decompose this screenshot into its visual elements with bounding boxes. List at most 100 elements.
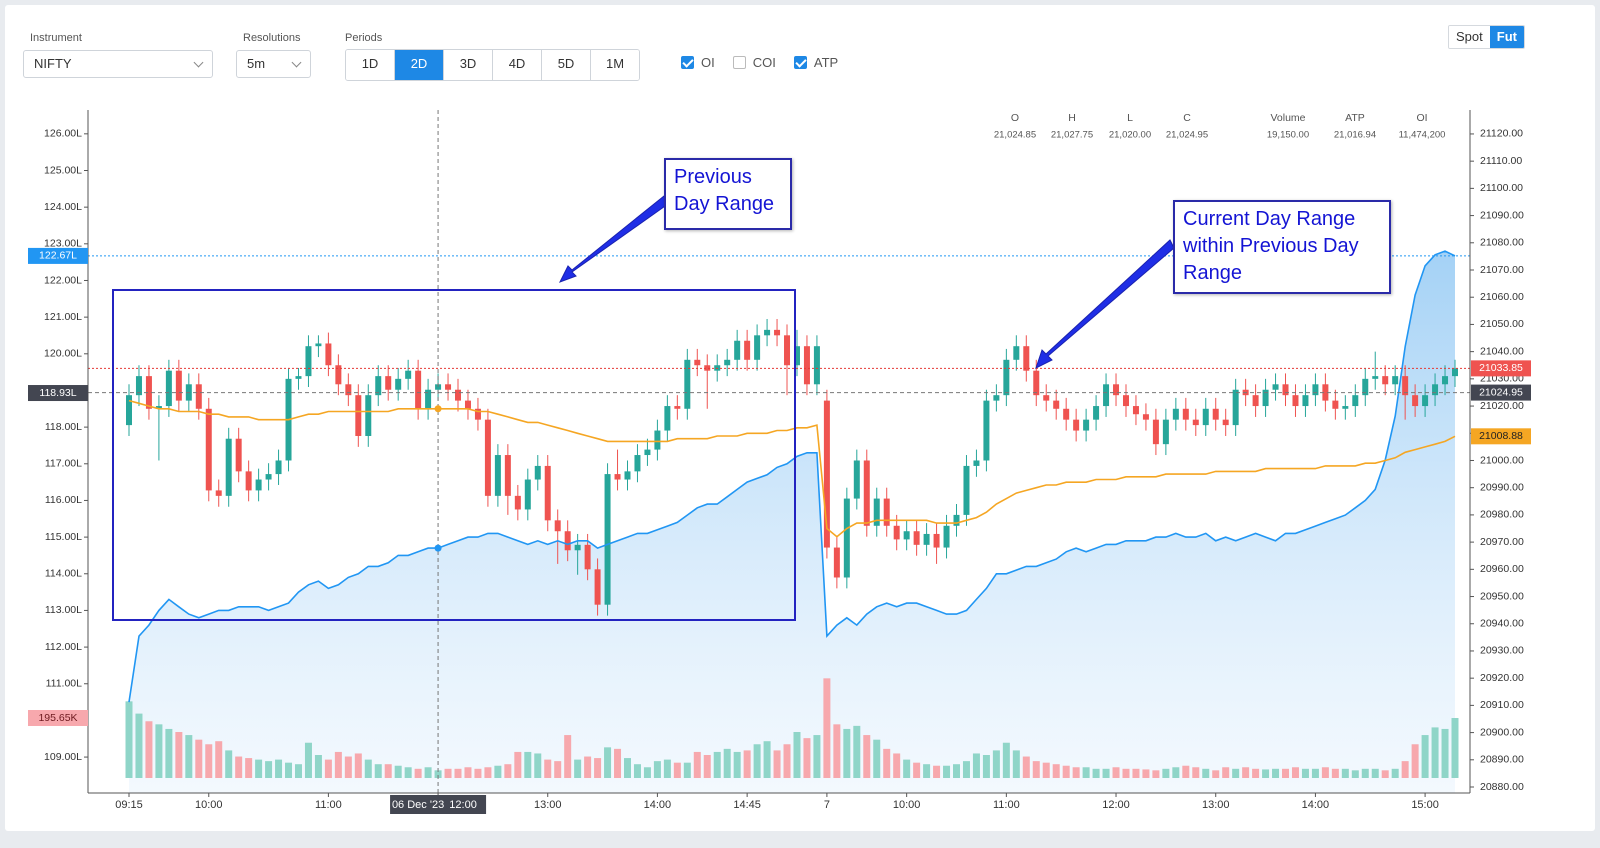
readout-value: 21,024.85 <box>994 130 1036 141</box>
period-button[interactable]: 2D <box>395 50 444 80</box>
right-tick-label: 20990.00 <box>1480 481 1524 493</box>
volume-bar <box>1012 750 1020 778</box>
volume-bar <box>344 756 352 778</box>
period-button[interactable]: 1D <box>346 50 395 80</box>
volume-bar <box>1431 727 1439 778</box>
period-button[interactable]: 1M <box>591 50 639 80</box>
readout-value: 21,027.75 <box>1051 130 1093 141</box>
checkbox[interactable] <box>793 56 807 69</box>
candle-body <box>225 438 232 496</box>
candle-body <box>1122 395 1129 407</box>
candle-body <box>195 384 202 409</box>
candle-body <box>395 378 402 390</box>
checkbox[interactable] <box>681 56 694 69</box>
candle-body <box>793 346 800 366</box>
volume-bar <box>743 750 751 778</box>
volume-bar <box>1202 768 1210 778</box>
volume-bar <box>1162 768 1170 778</box>
candle-body <box>943 525 950 548</box>
readout-header: ATP <box>1345 112 1365 124</box>
candle-body <box>215 490 222 496</box>
checkbox-label: COI <box>752 55 776 70</box>
readout-header: H <box>1068 112 1076 124</box>
atp-line <box>128 399 1456 538</box>
resolution-select[interactable]: 5m <box>236 50 311 78</box>
candle-body <box>494 455 501 496</box>
price-tag-bg <box>1471 360 1531 377</box>
volume-bar <box>1212 770 1220 778</box>
volume-bar <box>1421 735 1429 778</box>
volume-bar <box>1371 768 1379 778</box>
candle-body <box>993 395 1000 401</box>
candle-body <box>1282 384 1289 396</box>
instrument-select[interactable]: NIFTY <box>23 50 213 78</box>
volume-bar <box>962 761 970 778</box>
candle-body <box>255 479 262 491</box>
period-button[interactable]: 5D <box>542 50 591 80</box>
volume-bar <box>1192 767 1200 778</box>
volume-bar <box>633 764 641 778</box>
volume-bar <box>185 735 193 778</box>
checkbox-item[interactable]: COI <box>732 55 776 70</box>
volume-bar <box>783 744 791 778</box>
right-tick-label: 21110.00 <box>1480 155 1522 167</box>
volume-bar <box>554 761 562 778</box>
volume-bar <box>1042 762 1050 778</box>
candle-body <box>564 531 571 551</box>
candle-body <box>245 471 252 491</box>
volume-bar <box>1062 765 1070 778</box>
checkbox[interactable] <box>732 56 746 69</box>
volume-bar <box>1252 768 1260 778</box>
candle-body <box>1232 389 1239 426</box>
checkbox-item[interactable]: ATP <box>793 55 839 70</box>
volume-bar <box>643 767 651 778</box>
checkbox-label: ATP <box>813 55 839 70</box>
candle-body <box>1252 395 1259 407</box>
volume-bar <box>135 713 143 778</box>
left-tick-label: 112.00L <box>45 641 82 653</box>
volume-bar <box>1311 768 1319 778</box>
candle-body <box>1093 406 1100 420</box>
candle-body <box>1432 384 1439 396</box>
candle-body <box>634 455 641 472</box>
candle-body <box>1033 370 1040 396</box>
volume-bar <box>1222 767 1230 778</box>
oi-line <box>128 250 1456 703</box>
market-button[interactable]: Fut <box>1489 26 1524 48</box>
left-tick-label: 125.00L <box>44 164 82 176</box>
candle-body <box>853 460 860 499</box>
candle-body <box>1312 384 1319 396</box>
market-button[interactable]: Spot <box>1449 26 1490 48</box>
candle-body <box>335 365 342 385</box>
right-tick-label: 20970.00 <box>1480 536 1524 548</box>
volume-bar <box>384 764 392 778</box>
candle-body <box>933 533 940 548</box>
crosshair-date: 06 Dec '23 <box>392 799 444 811</box>
volume-bar <box>374 764 382 778</box>
candle-body <box>1402 376 1409 396</box>
right-tick-label: 21020.00 <box>1480 400 1524 412</box>
candle-body <box>1162 419 1169 445</box>
candle-body <box>415 370 422 409</box>
volume-bar <box>623 758 631 778</box>
crosshair-price-tag: 21024.95 <box>1479 386 1523 398</box>
candle-body <box>1023 346 1030 371</box>
candle-body <box>175 370 182 401</box>
volume-bar <box>723 748 731 778</box>
volume-bar <box>255 759 263 778</box>
candle-body <box>1412 395 1419 407</box>
volume-bar <box>903 759 911 778</box>
volume-bar <box>1152 770 1160 778</box>
candle-body <box>1212 408 1219 420</box>
left-tick-label: 114.00L <box>45 568 82 580</box>
period-button[interactable]: 4D <box>493 50 542 80</box>
checkbox-item[interactable]: OI <box>681 55 715 70</box>
candle-body <box>774 329 781 336</box>
candle-body <box>1003 359 1010 396</box>
right-tick-label: 20940.00 <box>1480 618 1524 630</box>
volume-bar <box>1142 769 1150 778</box>
candle-body <box>1352 395 1359 407</box>
period-button[interactable]: 3D <box>444 50 493 80</box>
candle-body <box>315 343 322 347</box>
candle-body <box>1422 395 1429 407</box>
